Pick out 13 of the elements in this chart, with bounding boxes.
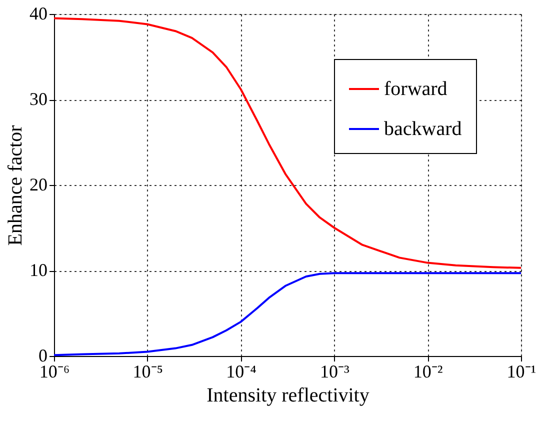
legend-label: forward: [384, 78, 448, 100]
x-tick-label: 10⁻⁵: [132, 362, 164, 382]
x-axis-title: Intensity reflectivity: [206, 384, 370, 406]
y-tick-label: 20: [30, 174, 48, 194]
y-tick-label: 30: [30, 89, 48, 109]
x-tick-label: 10⁻⁴: [226, 362, 256, 382]
x-tick-label: 10⁻³: [320, 362, 350, 382]
x-tick-label: 10⁻¹: [506, 362, 536, 382]
legend-label: backward: [384, 118, 462, 140]
y-tick-label: 10: [30, 260, 48, 280]
y-tick-label: 40: [30, 4, 48, 24]
y-axis-title: Enhance factor: [4, 124, 26, 246]
x-tick-label: 10⁻²: [413, 362, 443, 382]
